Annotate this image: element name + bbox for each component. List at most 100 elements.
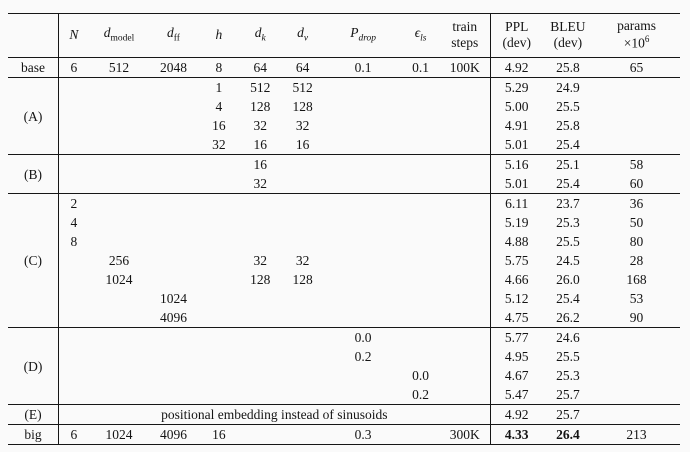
cell-h [198, 251, 240, 270]
cell-h [198, 308, 240, 328]
cell-bleu: 25.7 [556, 387, 580, 402]
cell-d_model [89, 366, 150, 385]
cell-eps_ls [401, 327, 440, 347]
cell-d_model [88, 327, 150, 347]
cell-P_drop: 0.2 [354, 349, 372, 364]
cell-d_v: 32 [295, 253, 310, 268]
column-header-h: h [197, 13, 241, 58]
cell-N [58, 97, 88, 116]
column-header-d_ff: dff [149, 13, 198, 58]
cell-d_k [240, 232, 280, 251]
cell-h [197, 154, 241, 174]
cell-d_ff [149, 213, 197, 232]
cell-d_ff [149, 135, 197, 155]
cell-bleu: 25.4 [556, 176, 580, 191]
cell-train_steps [440, 289, 490, 308]
cell-d_v [280, 154, 325, 174]
cell-d_k [240, 347, 280, 366]
cell-bleu: 25.5 [556, 349, 580, 364]
cell-bleu: 23.7 [542, 193, 594, 213]
cell-params [593, 135, 680, 155]
column-header-N: N [58, 13, 89, 58]
cell-N [58, 347, 88, 366]
cell-h: 32 [212, 137, 226, 152]
cell-d_ff: 4096 [149, 424, 198, 445]
cell-d_v [280, 385, 324, 405]
cell-P_drop [325, 270, 402, 289]
cell-eps_ls [401, 154, 440, 174]
cell-d_model: 256 [108, 253, 130, 268]
cell-train_steps [439, 193, 491, 213]
cell-d_v [280, 289, 324, 308]
cell-N [58, 251, 88, 270]
cell-d_model [89, 97, 150, 116]
cell-d_k: 32 [253, 176, 267, 191]
cell-eps_ls [401, 77, 440, 97]
cell-bleu: 24.5 [556, 253, 580, 268]
cell-h [198, 213, 240, 232]
row-label-big: big [8, 424, 59, 445]
cell-d_v: 64 [295, 60, 310, 75]
cell-h [198, 385, 240, 405]
cell-bleu: 24.9 [542, 77, 594, 97]
table-row: big 6 1024 4096 16 0.3 300K 4.33 26.4 213 [8, 424, 680, 445]
cell-d_k: 128 [250, 272, 271, 287]
column-header-P_drop: Pdrop [324, 13, 402, 58]
cell-train_steps [440, 116, 490, 135]
cell-d_ff [149, 270, 197, 289]
cell-ppl: 5.16 [489, 154, 543, 174]
cell-d_ff [149, 232, 197, 251]
cell-d_model [89, 385, 150, 405]
cell-d_v: 128 [292, 99, 313, 114]
cell-d_ff [149, 327, 198, 347]
cell-P_drop [325, 289, 402, 308]
cell-params [593, 404, 680, 425]
cell-bleu: 25.1 [542, 154, 594, 174]
cell-params: 53 [629, 291, 644, 306]
cell-P_drop [324, 77, 402, 97]
cell-bleu: 26.4 [542, 424, 594, 445]
table-row: (C) 2 6.11 23.7 36 [8, 193, 680, 328]
table-row: 4 5.19 25.3 50 [8, 213, 680, 232]
cell-d_model [88, 77, 150, 97]
cell-d_k: 16 [240, 154, 281, 174]
cell-train_steps [440, 174, 490, 194]
table-row: (E) positional embedding instead of sinus… [8, 404, 680, 425]
table-row: 256 32 32 5.75 24.5 28 [8, 251, 680, 270]
table-row: (B) 16 5.16 25.1 58 [8, 154, 680, 194]
cell-N [58, 116, 88, 135]
cell-h [197, 327, 241, 347]
cell-d_v [280, 327, 325, 347]
cell-d_model [88, 193, 150, 213]
cell-d_v [280, 347, 324, 366]
cell-bleu: 25.3 [556, 368, 580, 383]
cell-h [198, 289, 240, 308]
cell-d_model [88, 154, 150, 174]
cell-d_ff: 2048 [159, 60, 187, 75]
row-label-e: (E) [8, 404, 59, 425]
cell-P_drop [324, 193, 402, 213]
table-row: 4096 4.75 26.2 90 [8, 308, 680, 328]
cell-d_model [89, 213, 150, 232]
cell-d_ff [149, 116, 197, 135]
cell-eps_ls [401, 289, 439, 308]
cell-h: 1 [197, 77, 241, 97]
column-header-params: params ×106 [593, 13, 680, 58]
cell-N [58, 174, 88, 194]
cell-P_drop [325, 385, 402, 405]
cell-h: 16 [197, 424, 241, 445]
column-header-d_model: dmodel [88, 13, 150, 58]
cell-d_k [240, 327, 281, 347]
cell-P_drop [325, 366, 402, 385]
row-label-a: (A) [8, 77, 59, 155]
cell-d_ff [149, 174, 197, 194]
cell-ppl: 4.67 [489, 366, 543, 385]
cell-h [198, 270, 240, 289]
cell-train_steps [440, 135, 490, 155]
cell-N [58, 385, 88, 405]
cell-train_steps [440, 366, 490, 385]
cell-d_k: 64 [253, 60, 267, 75]
cell-params: 213 [593, 424, 680, 445]
